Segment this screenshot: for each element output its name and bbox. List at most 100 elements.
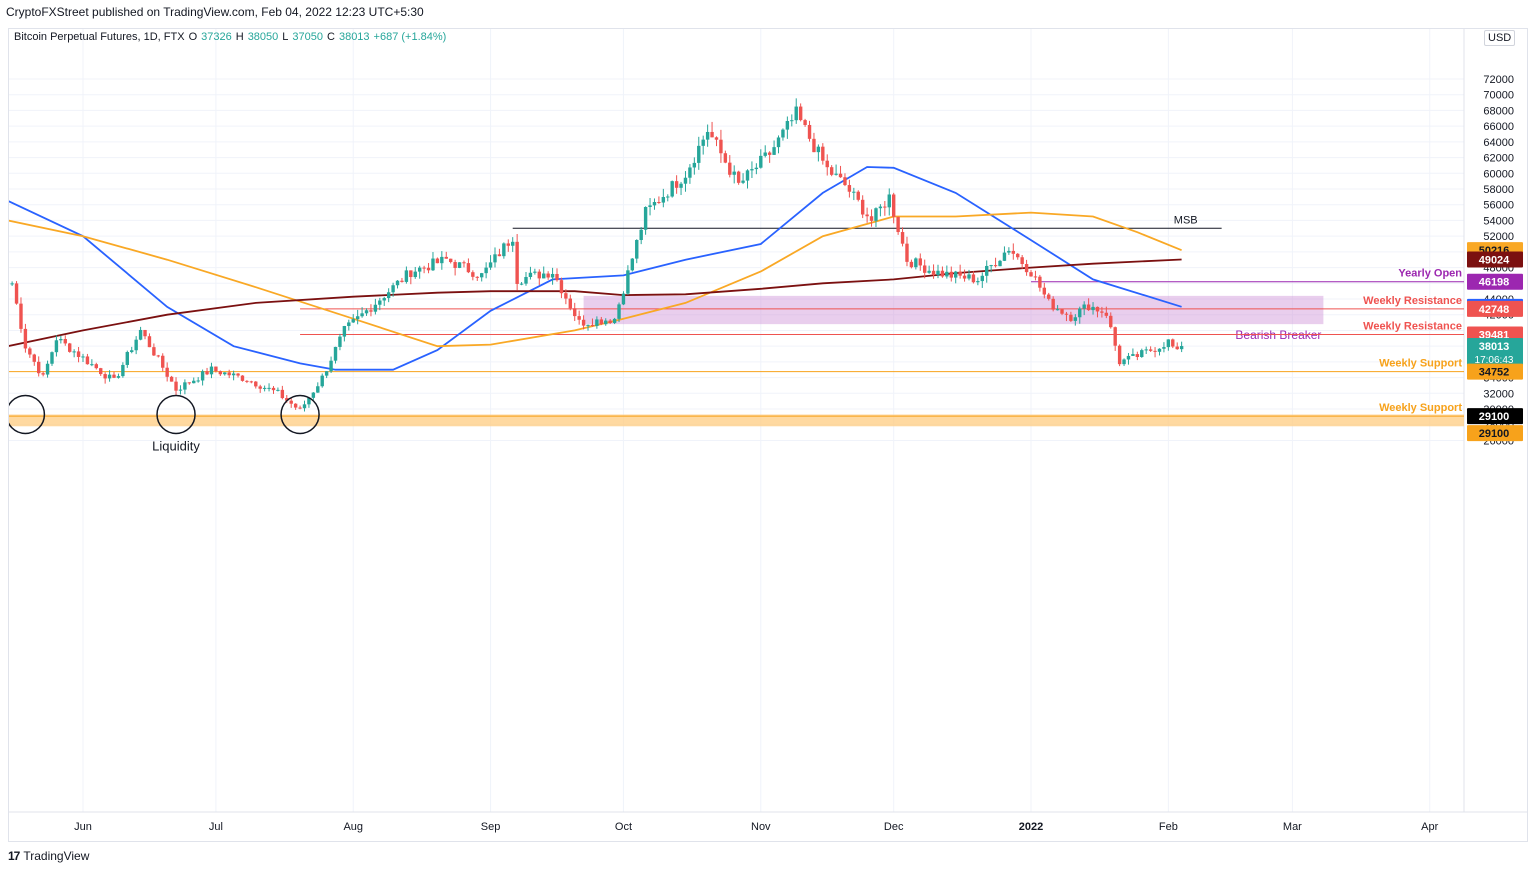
candle-body bbox=[422, 267, 426, 269]
candle-body bbox=[382, 298, 386, 301]
candle-body bbox=[524, 276, 528, 284]
level-label: Weekly Resistance bbox=[1363, 321, 1462, 333]
candle-body bbox=[231, 373, 236, 376]
candle-body bbox=[130, 350, 134, 353]
candle-body bbox=[1091, 306, 1095, 311]
candle-body bbox=[652, 202, 657, 206]
candle-body bbox=[404, 270, 409, 282]
candle-body bbox=[147, 336, 152, 348]
candle-body bbox=[1007, 250, 1011, 253]
candle-body bbox=[692, 162, 697, 168]
y-tick-label: 66000 bbox=[1483, 121, 1514, 133]
candle-body bbox=[657, 202, 661, 204]
candle-body bbox=[1033, 276, 1038, 278]
x-tick-label: Apr bbox=[1421, 821, 1438, 833]
candle-body bbox=[293, 403, 298, 408]
candle-body bbox=[781, 129, 785, 138]
candle-body bbox=[670, 181, 674, 197]
candle-body bbox=[258, 386, 262, 389]
candle-body bbox=[679, 183, 683, 188]
candle-body bbox=[550, 273, 555, 278]
candle-body bbox=[519, 283, 524, 285]
candle-body bbox=[448, 258, 453, 263]
candle-body bbox=[324, 371, 329, 376]
candle-body bbox=[103, 374, 107, 379]
candle-body bbox=[860, 199, 865, 215]
price-chart[interactable]: Bearish Breaker MSB Yearly Open Weekly Resi… bbox=[9, 29, 1527, 841]
candle-body bbox=[661, 197, 666, 203]
price-badge bbox=[1467, 273, 1523, 290]
candle-body bbox=[533, 271, 537, 273]
y-tick-label: 58000 bbox=[1483, 184, 1514, 196]
candle-body bbox=[125, 352, 129, 365]
price-badge-countdown: 17:06:43 bbox=[1475, 355, 1514, 366]
liquidity-label: Liquidity bbox=[152, 438, 200, 453]
y-tick-label: 72000 bbox=[1483, 74, 1514, 86]
candle-body bbox=[72, 351, 76, 353]
candle-body bbox=[807, 124, 812, 139]
candle-body bbox=[869, 216, 874, 221]
price-badge bbox=[1467, 363, 1523, 380]
candle-body bbox=[790, 120, 794, 122]
candle-body bbox=[134, 339, 138, 351]
candle-body bbox=[1153, 350, 1157, 352]
candle-body bbox=[320, 375, 324, 387]
candle-body bbox=[759, 155, 763, 168]
candle-body bbox=[838, 173, 843, 178]
candle-body bbox=[1171, 339, 1175, 347]
candle-body bbox=[1064, 313, 1069, 315]
candle-body bbox=[466, 263, 471, 273]
candle-body bbox=[1029, 272, 1033, 277]
candle-body bbox=[413, 271, 417, 278]
candle-body bbox=[311, 392, 316, 398]
candle-body bbox=[900, 232, 905, 244]
tradingview-brand[interactable]: 17 TradingView bbox=[8, 849, 89, 863]
moving-average-line bbox=[9, 166, 1182, 371]
candle-body bbox=[515, 241, 519, 284]
candle-body bbox=[586, 324, 590, 326]
candle-body bbox=[630, 258, 635, 271]
price-badge bbox=[1467, 425, 1523, 442]
candle-body bbox=[617, 304, 621, 319]
candle-body bbox=[435, 258, 440, 264]
candle-body bbox=[798, 106, 803, 121]
candle-body bbox=[590, 324, 595, 326]
candle-body bbox=[391, 285, 395, 293]
candle-body bbox=[76, 351, 81, 357]
candle-body bbox=[683, 177, 688, 184]
x-tick-label: Jun bbox=[74, 821, 92, 833]
candle-body bbox=[697, 145, 701, 163]
candle-body bbox=[1038, 276, 1042, 288]
candle-body bbox=[1011, 250, 1015, 254]
y-tick-label: 52000 bbox=[1483, 231, 1514, 243]
candle-body bbox=[364, 310, 369, 314]
candle-body bbox=[45, 363, 50, 375]
symbol-legend: Bitcoin Perpetual Futures, 1D, FTX O 3732… bbox=[14, 31, 446, 43]
candle-body bbox=[825, 160, 829, 168]
candle-body bbox=[1020, 257, 1024, 265]
candle-body bbox=[1100, 311, 1104, 313]
candle-body bbox=[612, 318, 617, 323]
y-tick-label: 60000 bbox=[1483, 168, 1514, 180]
candle-body bbox=[887, 194, 891, 208]
candle-body bbox=[1055, 309, 1060, 311]
candle-body bbox=[63, 339, 67, 344]
candle-body bbox=[528, 272, 533, 277]
candle-body bbox=[856, 191, 860, 200]
candle-body bbox=[705, 131, 710, 140]
candle-body bbox=[736, 171, 741, 183]
candle-body bbox=[1078, 308, 1082, 318]
candle-body bbox=[719, 139, 723, 154]
candle-body bbox=[896, 216, 900, 233]
candle-body bbox=[347, 322, 351, 327]
candle-body bbox=[395, 280, 400, 286]
candle-body bbox=[843, 177, 847, 186]
candle-body bbox=[138, 329, 143, 340]
currency-selector[interactable]: USD bbox=[1484, 30, 1516, 46]
chart-frame: Bearish Breaker MSB Yearly Open Weekly Resi… bbox=[8, 28, 1528, 842]
candle-body bbox=[302, 404, 307, 409]
candle-body bbox=[741, 180, 745, 183]
candle-body bbox=[621, 293, 626, 305]
candle-body bbox=[307, 397, 311, 405]
candle-body bbox=[599, 319, 604, 325]
